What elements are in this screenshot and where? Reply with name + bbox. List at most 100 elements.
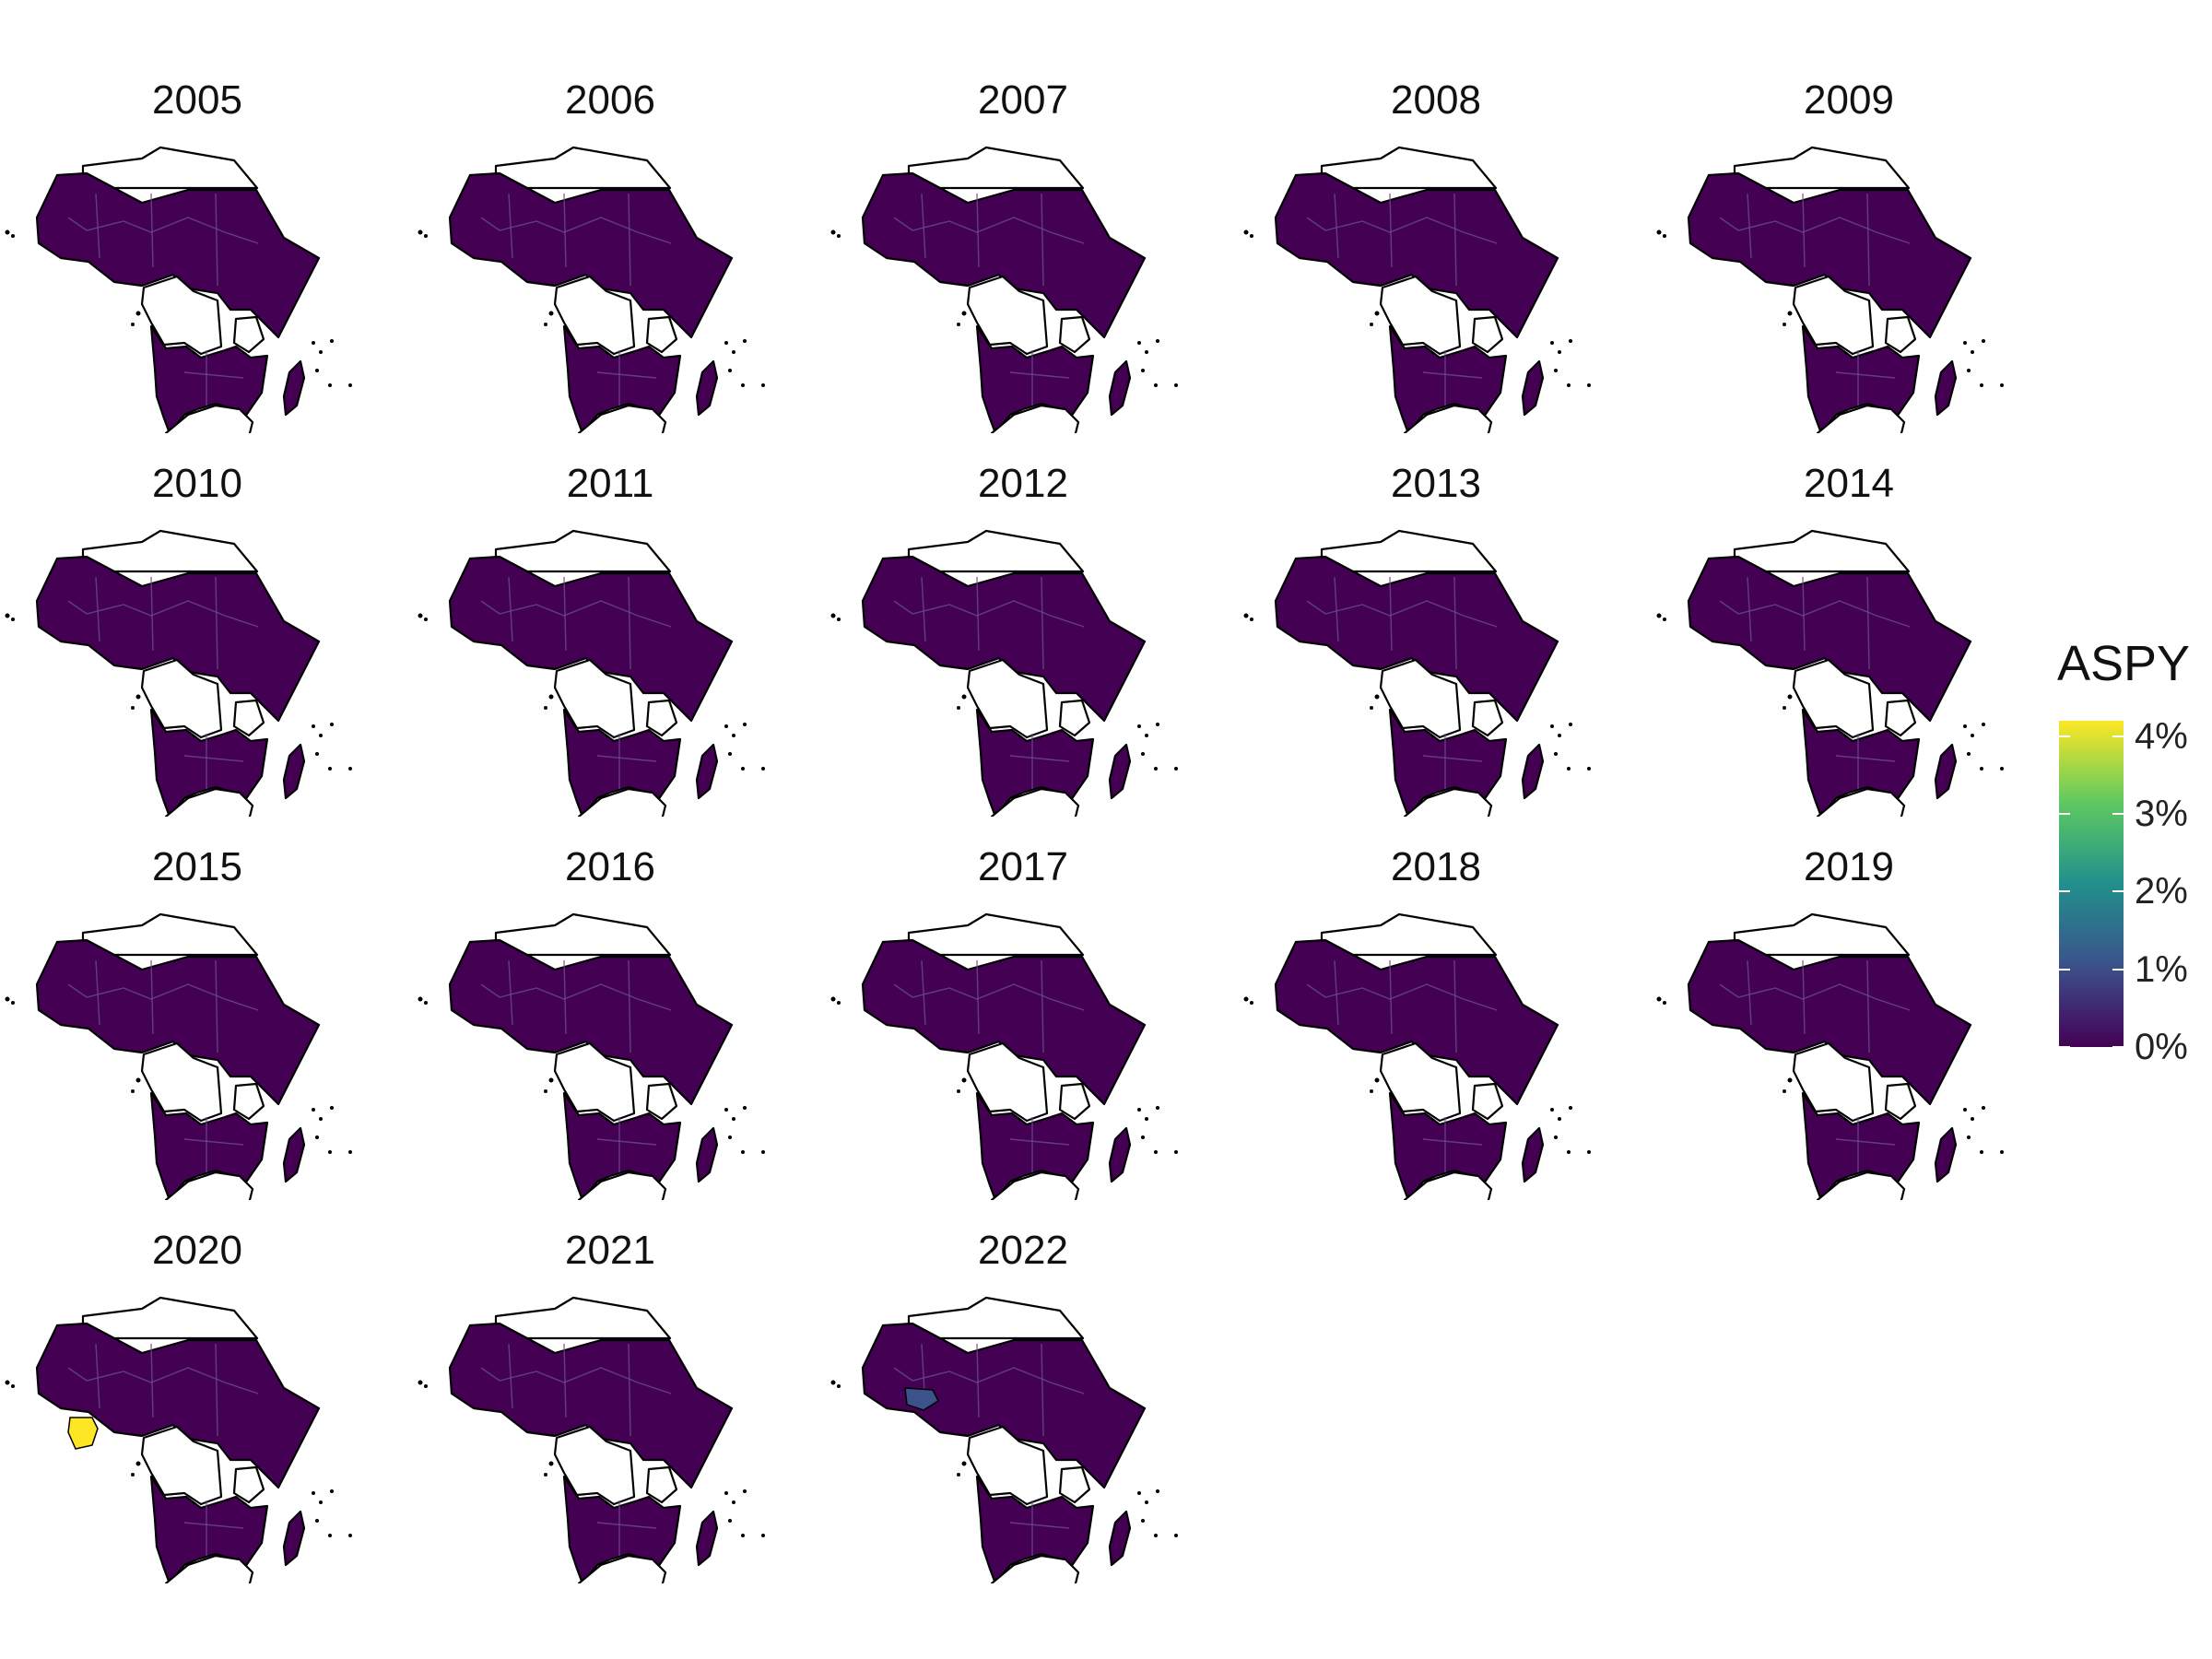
central-africa-no-data-region: [1792, 658, 1875, 739]
cape-verde-island: [830, 229, 836, 235]
cape-verde-island: [1243, 613, 1249, 618]
country-border-line: [215, 1343, 218, 1437]
legend-color-bar: [2059, 721, 2124, 1047]
north-africa-no-data-region: [494, 1296, 672, 1340]
island-dot: [1558, 734, 1561, 737]
country-border-line: [1009, 1138, 1070, 1146]
island-dot: [732, 1500, 735, 1504]
island-dot: [961, 311, 967, 316]
sahel-east-africa-region: [1274, 555, 1559, 723]
south-africa-no-data-region: [164, 1171, 254, 1200]
map-panel-2014: 2014: [1655, 461, 2042, 830]
south-africa-no-data-region: [1403, 1171, 1493, 1200]
country-border-line: [976, 193, 980, 268]
island-dot: [1156, 1489, 1159, 1493]
map-panel-2006: 2006: [417, 77, 804, 446]
south-africa-no-data-region: [164, 404, 254, 433]
north-africa-no-data-region: [494, 146, 672, 190]
sahel-east-africa-region: [448, 555, 734, 723]
island-dot: [1141, 369, 1145, 372]
country-border-line: [893, 1367, 1085, 1394]
country-border-line: [1835, 371, 1896, 379]
north-africa-no-data-region: [81, 529, 259, 573]
country-border-line: [183, 1138, 244, 1146]
island-dot: [837, 1384, 841, 1388]
island-dot: [544, 323, 547, 326]
country-borders: [67, 1343, 259, 1556]
islands: [1656, 229, 2004, 387]
map-panel-2015: 2015: [4, 844, 391, 1213]
cape-verde-island: [1243, 996, 1249, 1002]
island-dot: [1558, 350, 1561, 354]
island-dot: [1174, 767, 1178, 771]
country-border-line: [1866, 193, 1870, 287]
island-dot: [743, 339, 747, 343]
madagascar-region: [282, 359, 306, 417]
map-panel-2020: 2020: [4, 1228, 391, 1596]
country-border-line: [480, 600, 672, 628]
panel-year-title: 2011: [566, 461, 654, 506]
country-border-line: [893, 217, 1085, 244]
island-dot: [1787, 1077, 1793, 1083]
island-dot: [328, 767, 332, 771]
island-dot: [761, 383, 765, 387]
country-border-line: [215, 959, 218, 1053]
madagascar-region: [282, 1126, 306, 1183]
east-central-no-data-region: [232, 1082, 265, 1121]
island-dot: [1967, 1135, 1971, 1139]
island-dot: [837, 234, 841, 238]
island-dot: [135, 311, 141, 316]
country-border-line: [95, 959, 100, 1026]
island-dot: [548, 694, 554, 700]
island-dot: [1250, 1001, 1253, 1005]
country-border-line: [1334, 576, 1339, 642]
country-border-line: [1453, 959, 1457, 1053]
country-border-line: [508, 193, 513, 259]
country-border-line: [1802, 576, 1806, 652]
east-central-no-data-region: [1058, 699, 1091, 737]
east-central-no-data-region: [1471, 699, 1504, 737]
island-dot: [743, 1489, 747, 1493]
map-panel-2005: 2005: [4, 77, 391, 446]
sahel-east-africa-region: [1274, 171, 1559, 339]
africa-map: [5, 912, 352, 1200]
island-dot: [1137, 1108, 1141, 1112]
africa-map: [1656, 529, 2004, 817]
highlighted-country-2022: [904, 1387, 939, 1411]
island-dot: [1137, 724, 1141, 728]
south-africa-no-data-region: [1816, 787, 1906, 817]
cape-verde-island: [830, 996, 836, 1002]
island-dot: [761, 767, 765, 771]
country-border-line: [1334, 959, 1339, 1026]
island-dot: [1250, 234, 1253, 238]
sahel-east-africa-region: [861, 938, 1147, 1106]
sahel-east-africa-region: [448, 938, 734, 1106]
map-panel-2021: 2021: [417, 1228, 804, 1596]
panel-year-title: 2022: [978, 1228, 1068, 1273]
north-africa-no-data-region: [1320, 529, 1498, 573]
sahel-east-africa-region: [35, 1322, 321, 1489]
central-africa-no-data-region: [1379, 1041, 1462, 1123]
madagascar-region: [1108, 743, 1132, 800]
east-central-no-data-region: [645, 1465, 678, 1504]
highlighted-country-2020: [67, 1417, 99, 1450]
island-dot: [544, 706, 547, 710]
island-dot: [761, 1150, 765, 1154]
madagascar-region: [695, 1126, 719, 1183]
country-borders: [480, 1343, 672, 1556]
island-dot: [424, 1001, 428, 1005]
country-border-line: [150, 959, 154, 1035]
island-dot: [741, 767, 745, 771]
island-dot: [1374, 311, 1380, 316]
map-panel-2007: 2007: [830, 77, 1217, 446]
east-central-no-data-region: [645, 315, 678, 354]
island-dot: [1663, 618, 1666, 621]
islands: [1656, 996, 2004, 1154]
country-borders: [893, 576, 1085, 789]
island-dot: [837, 618, 841, 621]
country-border-line: [1719, 217, 1911, 244]
island-dot: [957, 706, 960, 710]
island-dot: [724, 724, 728, 728]
country-border-line: [893, 600, 1085, 628]
country-border-line: [1009, 1522, 1070, 1529]
